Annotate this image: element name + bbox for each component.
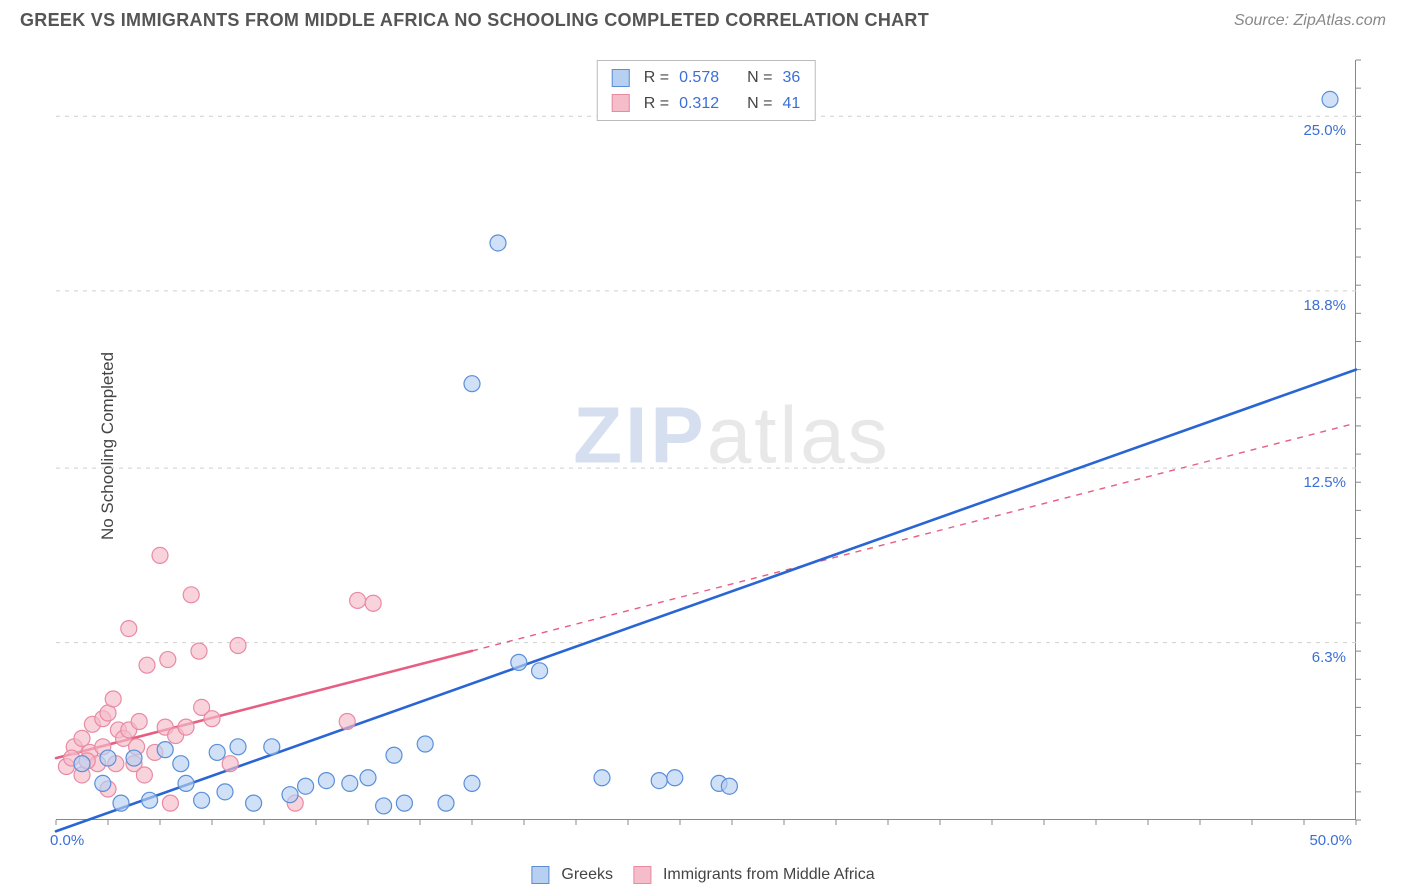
bottom-legend: Greeks Immigrants from Middle Africa <box>531 866 874 884</box>
legend-label: Immigrants from Middle Africa <box>663 866 875 884</box>
data-point <box>1322 91 1338 107</box>
legend-item: Greeks <box>531 866 613 884</box>
data-point <box>139 657 155 673</box>
y-grid-label: 6.3% <box>1312 649 1346 666</box>
data-point <box>417 736 433 752</box>
data-point <box>152 547 168 563</box>
stat-n-label: N = <box>747 91 772 117</box>
data-point <box>100 750 116 766</box>
data-point <box>318 773 334 789</box>
stats-row: R = 0.312 N = 41 <box>612 91 801 117</box>
data-point <box>178 719 194 735</box>
stat-r-value: 0.312 <box>679 91 719 117</box>
data-point <box>191 643 207 659</box>
y-grid-label: 25.0% <box>1303 122 1346 139</box>
x-axis-end-label: 50.0% <box>1309 832 1352 849</box>
x-axis-origin-label: 0.0% <box>50 832 84 849</box>
data-point <box>386 747 402 763</box>
chart-source: Source: ZipAtlas.com <box>1234 12 1386 30</box>
stat-n-value: 41 <box>782 91 800 117</box>
legend-swatch-icon <box>531 866 549 884</box>
chart-header: GREEK VS IMMIGRANTS FROM MIDDLE AFRICA N… <box>20 10 1386 31</box>
y-grid-label: 12.5% <box>1303 474 1346 491</box>
data-point <box>230 637 246 653</box>
legend-swatch-icon <box>612 69 630 87</box>
data-point <box>511 654 527 670</box>
data-point <box>131 713 147 729</box>
data-point <box>162 795 178 811</box>
data-point <box>532 663 548 679</box>
stat-n-label: N = <box>747 65 772 91</box>
data-point <box>594 770 610 786</box>
data-point <box>396 795 412 811</box>
stat-r-value: 0.578 <box>679 65 719 91</box>
legend-swatch-icon <box>612 94 630 112</box>
data-point <box>230 739 246 755</box>
data-point <box>365 595 381 611</box>
stat-r-label: R = <box>644 91 669 117</box>
data-point <box>667 770 683 786</box>
data-point <box>204 711 220 727</box>
legend-item: Immigrants from Middle Africa <box>633 866 875 884</box>
data-point <box>209 744 225 760</box>
data-point <box>490 235 506 251</box>
data-point <box>142 792 158 808</box>
data-point <box>651 773 667 789</box>
chart-svg <box>56 60 1356 819</box>
plot-area: ZIPatlas R =0.578N =36R =0.312N =41 0.0%… <box>56 60 1356 820</box>
data-point <box>121 621 137 637</box>
stats-legend-box: R = 0.578 N = 36 R = 0.312 N = 41 <box>597 60 816 121</box>
data-point <box>157 742 173 758</box>
data-point <box>350 592 366 608</box>
stat-r-label: R = <box>644 65 669 91</box>
data-point <box>222 756 238 772</box>
legend-swatch-icon <box>633 866 651 884</box>
data-point <box>438 795 454 811</box>
data-point <box>74 730 90 746</box>
stats-row: R = 0.578 N = 36 <box>612 65 801 91</box>
data-point <box>160 652 176 668</box>
data-point <box>178 775 194 791</box>
data-point <box>136 767 152 783</box>
data-point <box>194 792 210 808</box>
data-point <box>264 739 280 755</box>
stat-n-value: 36 <box>782 65 800 91</box>
data-point <box>282 787 298 803</box>
data-point <box>74 756 90 772</box>
data-point <box>464 775 480 791</box>
data-point <box>342 775 358 791</box>
data-point <box>721 778 737 794</box>
data-point <box>464 376 480 392</box>
data-point <box>217 784 233 800</box>
data-point <box>376 798 392 814</box>
data-point <box>339 713 355 729</box>
data-point <box>95 775 111 791</box>
data-point <box>360 770 376 786</box>
data-point <box>173 756 189 772</box>
data-point <box>126 750 142 766</box>
y-grid-label: 18.8% <box>1303 297 1346 314</box>
legend-label: Greeks <box>561 866 613 884</box>
data-point <box>105 691 121 707</box>
data-point <box>298 778 314 794</box>
data-point <box>183 587 199 603</box>
data-point <box>246 795 262 811</box>
chart-title: GREEK VS IMMIGRANTS FROM MIDDLE AFRICA N… <box>20 10 929 31</box>
data-point <box>113 795 129 811</box>
